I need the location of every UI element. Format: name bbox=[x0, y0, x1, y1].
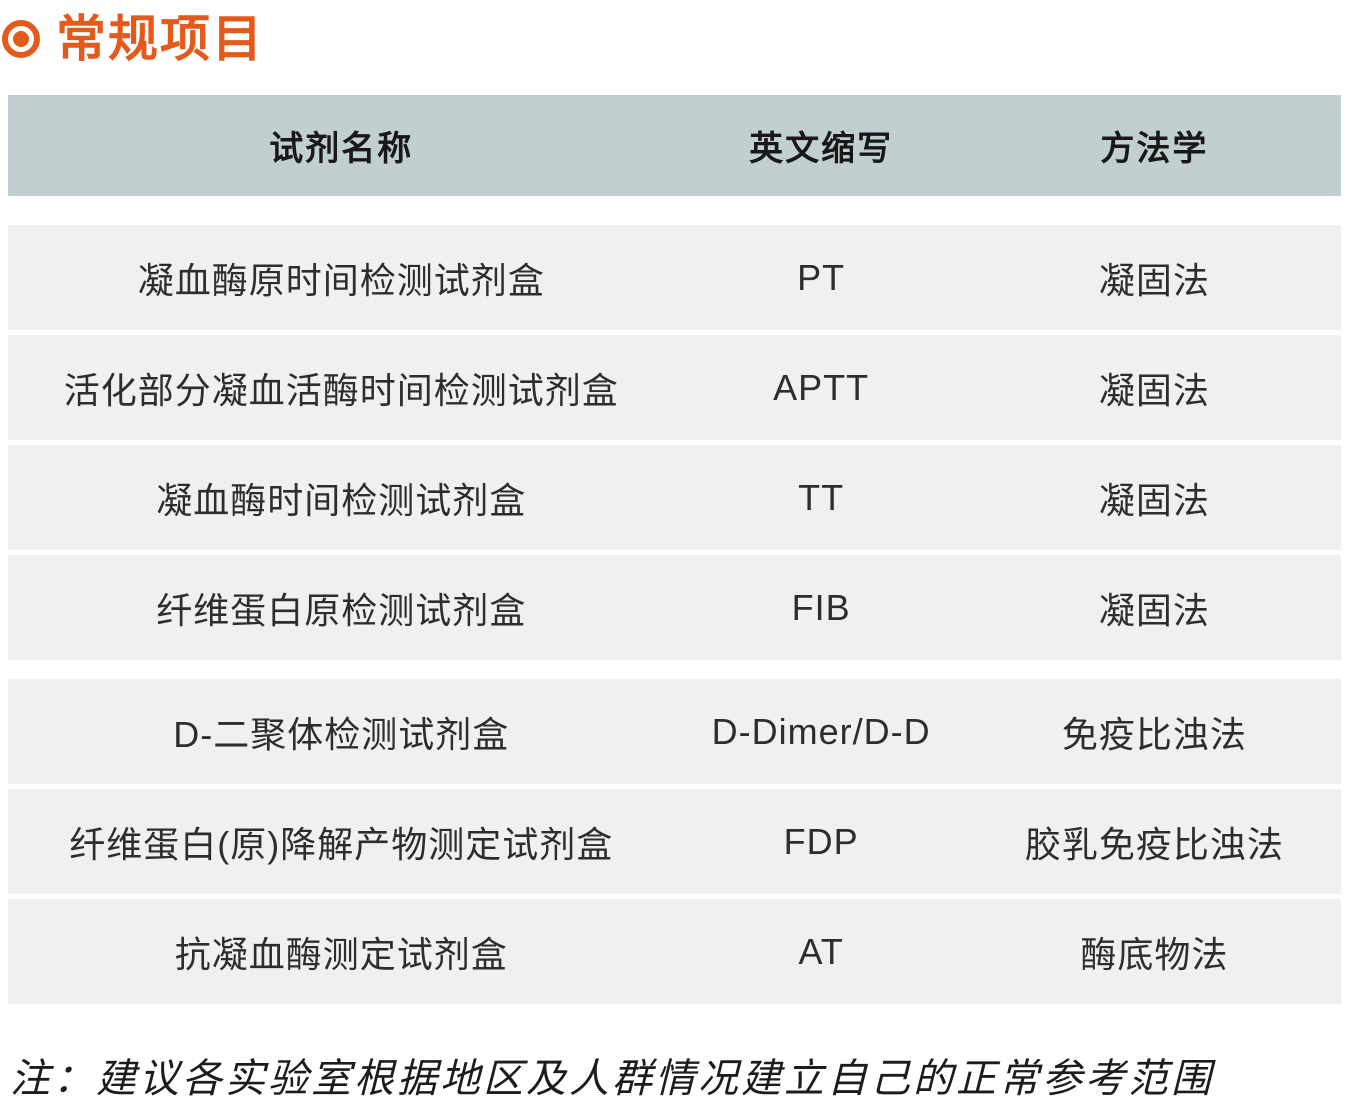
table-group-immuno: D-二聚体检测试剂盒 D-Dimer/D-D 免疫比浊法 纤维蛋白(原)降解产物… bbox=[8, 679, 1341, 1004]
cell-reagent-name: 凝血酶时间检测试剂盒 bbox=[156, 479, 527, 521]
cell-reagent-name: 抗凝血酶测定试剂盒 bbox=[174, 933, 508, 975]
bullseye-dot bbox=[13, 31, 29, 47]
table-row: 活化部分凝血活酶时间检测试剂盒 APTT 凝固法 bbox=[8, 335, 1341, 440]
cell-method: 凝固法 bbox=[1098, 479, 1210, 521]
cell-abbreviation: FIB bbox=[791, 586, 851, 628]
page-title: 常规项目 bbox=[56, 11, 264, 67]
table-row: 抗凝血酶测定试剂盒 AT 酶底物法 bbox=[8, 899, 1341, 1004]
section-title-row: 常规项目 bbox=[0, 0, 1348, 66]
cell-method: 酶底物法 bbox=[1080, 933, 1229, 975]
table-row: 纤维蛋白(原)降解产物测定试剂盒 FDP 胶乳免疫比浊法 bbox=[8, 789, 1341, 894]
table-row: 凝血酶原时间检测试剂盒 PT 凝固法 bbox=[8, 225, 1341, 330]
reagent-table: 试剂名称 英文缩写 方法学 凝血酶原时间检测试剂盒 PT 凝固法 活化部分凝血活… bbox=[8, 95, 1341, 1004]
cell-abbreviation: FDP bbox=[783, 820, 859, 862]
table-row: 纤维蛋白原检测试剂盒 FIB 凝固法 bbox=[8, 555, 1341, 660]
cell-reagent-name: 凝血酶原时间检测试剂盒 bbox=[137, 259, 545, 301]
cell-reagent-name: 纤维蛋白原检测试剂盒 bbox=[156, 589, 527, 631]
cell-abbreviation: TT bbox=[798, 476, 845, 518]
cell-abbreviation: APTT bbox=[773, 366, 870, 408]
cell-method: 胶乳免疫比浊法 bbox=[1024, 823, 1284, 865]
table-row: D-二聚体检测试剂盒 D-Dimer/D-D 免疫比浊法 bbox=[8, 679, 1341, 784]
column-header-abbreviation: 英文缩写 bbox=[749, 130, 894, 168]
table-group-clotting: 凝血酶原时间检测试剂盒 PT 凝固法 活化部分凝血活酶时间检测试剂盒 APTT … bbox=[8, 225, 1341, 660]
cell-abbreviation: AT bbox=[798, 930, 844, 972]
table-header-row: 试剂名称 英文缩写 方法学 bbox=[8, 95, 1341, 196]
cell-method: 凝固法 bbox=[1098, 259, 1210, 301]
cell-method: 凝固法 bbox=[1098, 589, 1210, 631]
table-row: 凝血酶时间检测试剂盒 TT 凝固法 bbox=[8, 445, 1341, 550]
cell-reagent-name: 纤维蛋白(原)降解产物测定试剂盒 bbox=[69, 823, 614, 865]
cell-reagent-name: D-二聚体检测试剂盒 bbox=[173, 713, 510, 755]
cell-method: 免疫比浊法 bbox=[1061, 713, 1247, 755]
cell-abbreviation: PT bbox=[797, 256, 846, 298]
cell-method: 凝固法 bbox=[1098, 369, 1210, 411]
cell-reagent-name: 活化部分凝血活酶时间检测试剂盒 bbox=[63, 369, 619, 411]
bullseye-icon bbox=[2, 20, 40, 58]
column-header-methodology: 方法学 bbox=[1100, 130, 1209, 168]
column-header-reagent-name: 试剂名称 bbox=[269, 130, 414, 168]
footnote: 注：建议各实验室根据地区及人群情况建立自己的正常参考范围 bbox=[10, 1056, 1214, 1101]
cell-abbreviation: D-Dimer/D-D bbox=[711, 710, 931, 752]
